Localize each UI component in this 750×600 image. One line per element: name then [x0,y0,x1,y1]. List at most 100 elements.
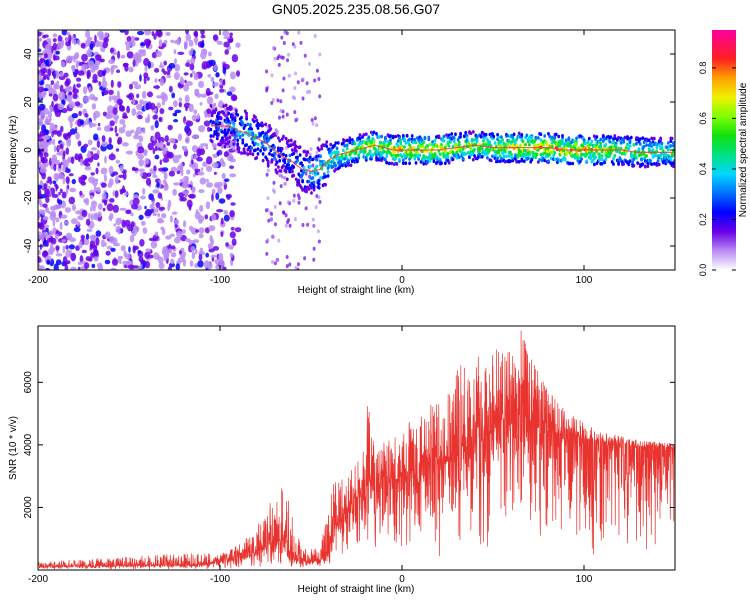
y-tick-label: 20 [23,96,34,108]
spectrogram-cell [98,262,103,270]
spectrogram-cell [65,147,70,155]
spectrogram-cell [287,52,290,57]
spectrogram-cell [516,155,520,159]
spectrogram-cell [471,157,475,162]
spectrogram-cell [628,159,632,163]
spectrogram-cell [147,142,154,151]
spectrogram-cell [539,132,543,137]
spectrogram-cell [144,30,152,36]
spectrogram-cell [520,158,524,163]
spectrogram-cell [289,143,293,147]
spectrogram-cell [185,30,189,35]
spectrogram-cell [158,206,166,211]
spectrogram-cell [656,159,660,163]
spectrogram-cell [660,141,664,146]
spectrogram-cell [317,182,321,186]
spectrogram-cell [51,210,56,218]
spectrogram-cell [622,162,626,166]
spectrogram-cell [198,189,205,194]
spectrogram-cell [475,139,479,144]
spectrogram-cell [313,78,317,83]
spectrogram-cell [160,61,163,68]
spectrogram-cell [52,180,57,185]
spectrogram-cell [228,244,234,250]
colorbar-tick-label: 0.6 [698,112,708,125]
spectrogram-cell [575,142,578,147]
spectrogram-cell [38,231,43,240]
spectrogram-cell [621,151,624,156]
spectrogram-cell [53,163,57,172]
spectrogram-cell [356,145,359,150]
spectrogram-cell [421,144,424,149]
spectrogram-cell [177,133,183,142]
spectrogram-cell [525,133,529,138]
spectrogram-cell [59,221,63,230]
spectrogram-cell [252,137,256,141]
spectrogram-cell [582,138,586,142]
spectrogram-cell [345,146,349,151]
spectrogram-cell [102,76,106,82]
spectrogram-cell [97,122,101,127]
spectrogram-cell [261,158,265,163]
spectrogram-cell [215,133,219,137]
spectrogram-cell [43,183,47,190]
spectrogram-cell [632,163,636,168]
spectrogram-cell [204,214,209,220]
spectrogram-cell [74,153,79,161]
spectrogram-cell [126,105,130,114]
spectrogram-cell [158,262,165,270]
spectrogram-cell [228,121,232,125]
spectrogram-cell [104,32,109,38]
spectrogram-cell [215,72,220,78]
spectrogram-cell [53,71,56,80]
spectrogram-cell [38,222,45,230]
spectrogram-cell [316,229,320,234]
spectrogram-cell [607,150,610,154]
spectrogram-cell [71,35,75,44]
spectrogram-cell [255,118,259,123]
spectrogram-cell [115,133,119,137]
spectrogram-cell [563,157,567,162]
spectrogram-cell [220,121,224,130]
spectrogram-cell [283,176,287,180]
spectrogram-cell [95,230,102,237]
spectrogram-cell [119,207,127,211]
spectrogram-cell [316,171,320,176]
spectrogram-cell [319,176,322,180]
spectrogram-cell [478,152,482,156]
spectrogram-cell [185,136,190,144]
spectrogram-cell [235,108,238,113]
spectrogram-cell [196,93,202,98]
spectrogram-cell [413,157,417,161]
spectrogram-cell [112,51,117,56]
spectrogram-cell [136,103,143,111]
spectrogram-cell [221,172,226,180]
spectrogram-cell [88,86,92,94]
spectrogram-cell [511,143,515,147]
spectrogram-cell [311,121,315,126]
spectrogram-cell [641,136,645,140]
spectrogram-cell [304,171,308,176]
spectrogram-cell [549,156,553,161]
spectrogram-cell [116,69,121,73]
spectrogram-cell [277,165,280,169]
spectrogram-cell [164,180,167,189]
spectrogram-cell [483,152,487,157]
spectrogram-cell [90,200,98,208]
spectrogram-cell [502,141,506,146]
spectrogram-cell [652,136,656,141]
spectrogram-cell [162,157,170,163]
spectrogram-cell [77,261,83,266]
spectrogram-cell [378,146,382,151]
spectrogram-cell [385,160,389,165]
spectrogram-cell [182,258,187,267]
spectrogram-cell [535,152,539,157]
spectrogram-cell [184,238,191,243]
spectrogram-cell [281,114,285,119]
spectrogram-cell [317,77,321,81]
spectrogram-cell [193,109,198,115]
spectrogram-cell [86,228,93,232]
spectrogram-cell [184,79,187,84]
spectrogram-cell [534,155,538,160]
spectrogram-cell [155,30,162,37]
